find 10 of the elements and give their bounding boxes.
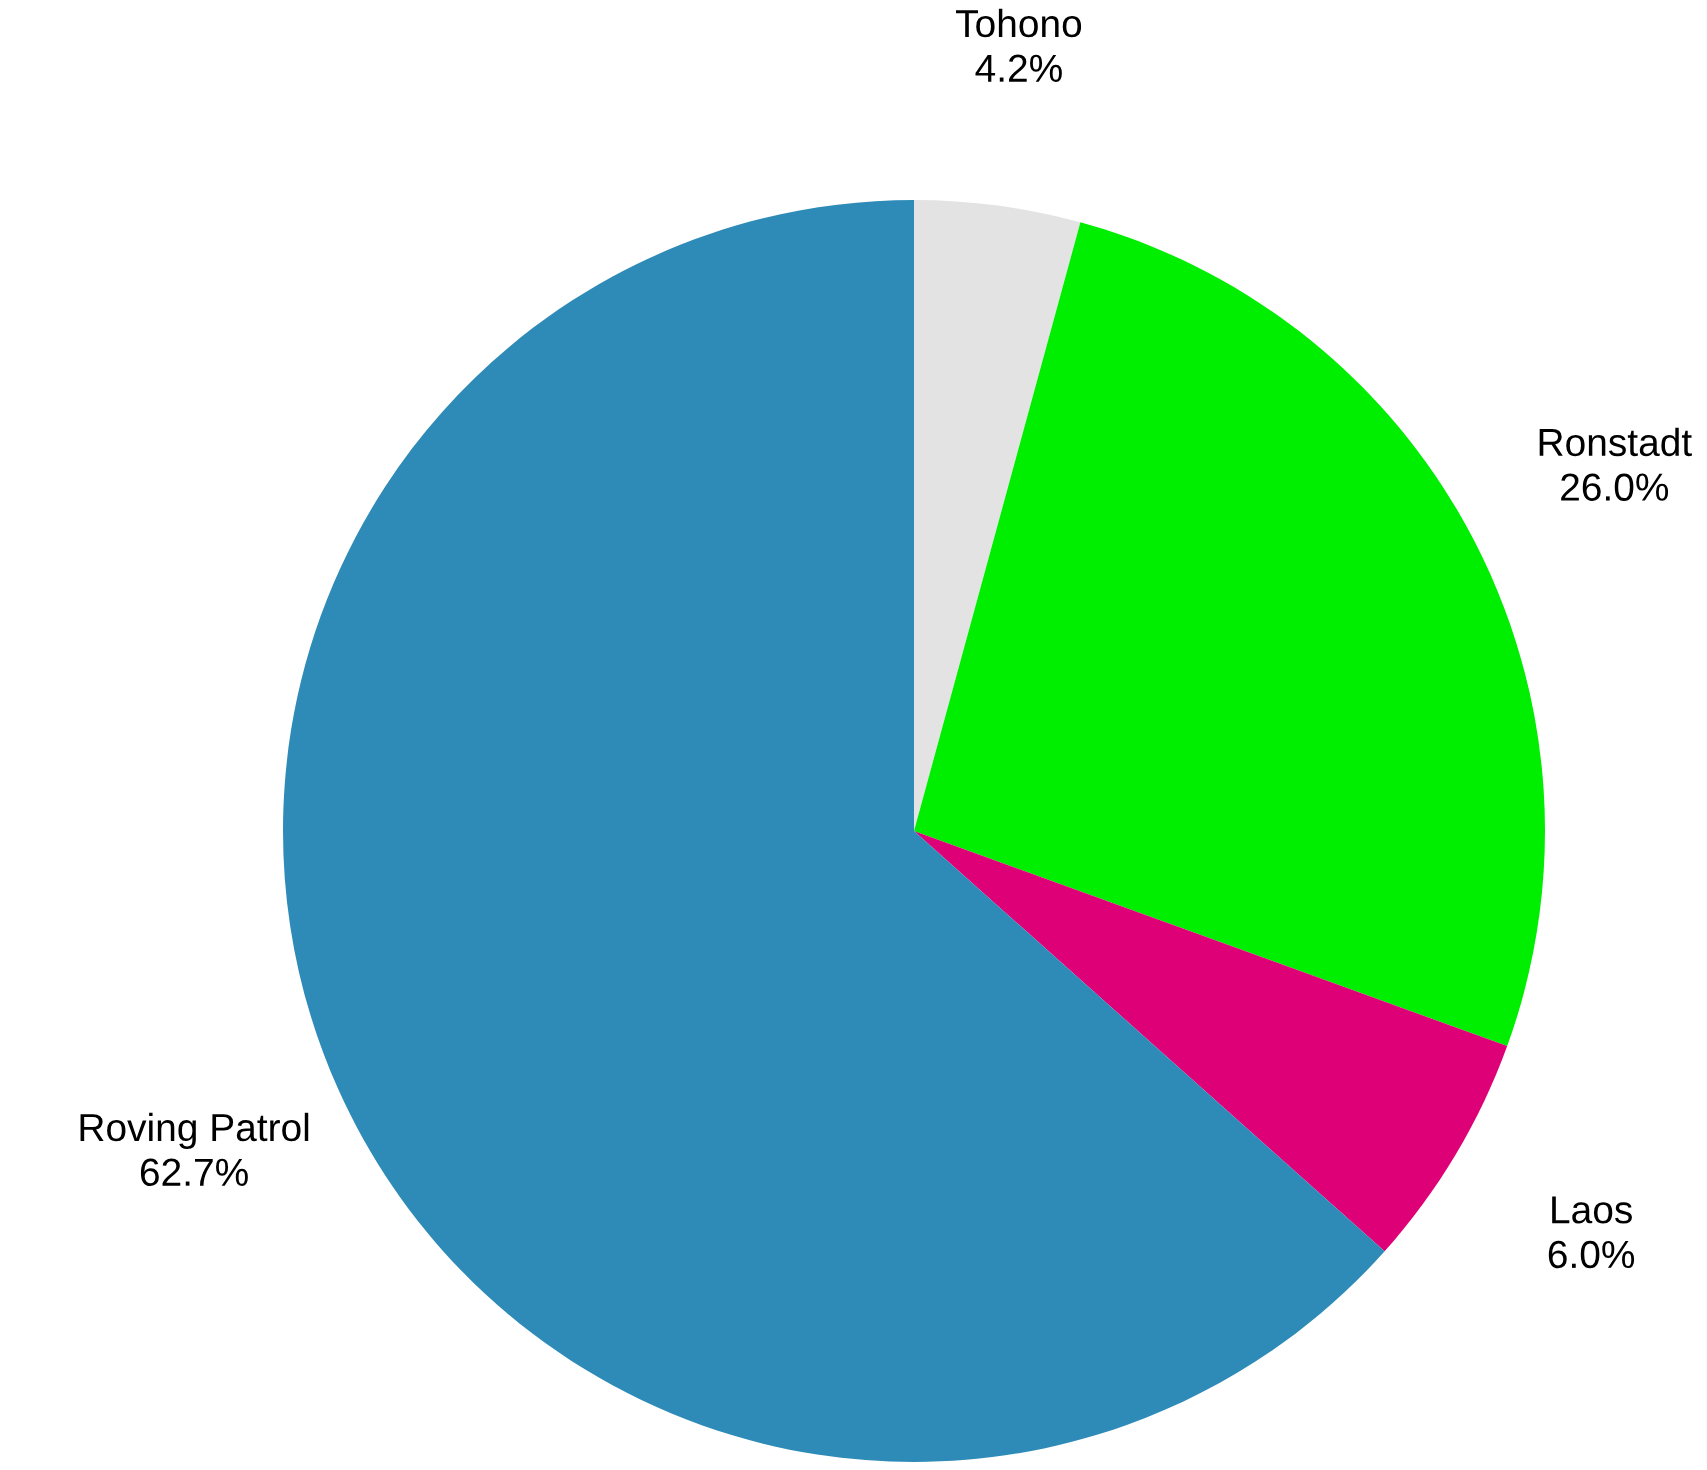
slice-label: Laos <box>1552 1196 1632 1224</box>
pie-slice <box>914 200 1081 831</box>
data-label: 4.2% <box>975 54 1062 82</box>
pie-slice <box>914 831 1508 1252</box>
data-label: 6.0% <box>1548 1240 1635 1269</box>
slice-label: Roving Patrol <box>80 1112 309 1150</box>
data-label: 26.0% <box>1561 473 1669 501</box>
slice-label: Tohono <box>956 8 1082 38</box>
slice-label: Ronstadt <box>1539 427 1692 457</box>
data-label: 62.7% <box>140 1158 248 1187</box>
